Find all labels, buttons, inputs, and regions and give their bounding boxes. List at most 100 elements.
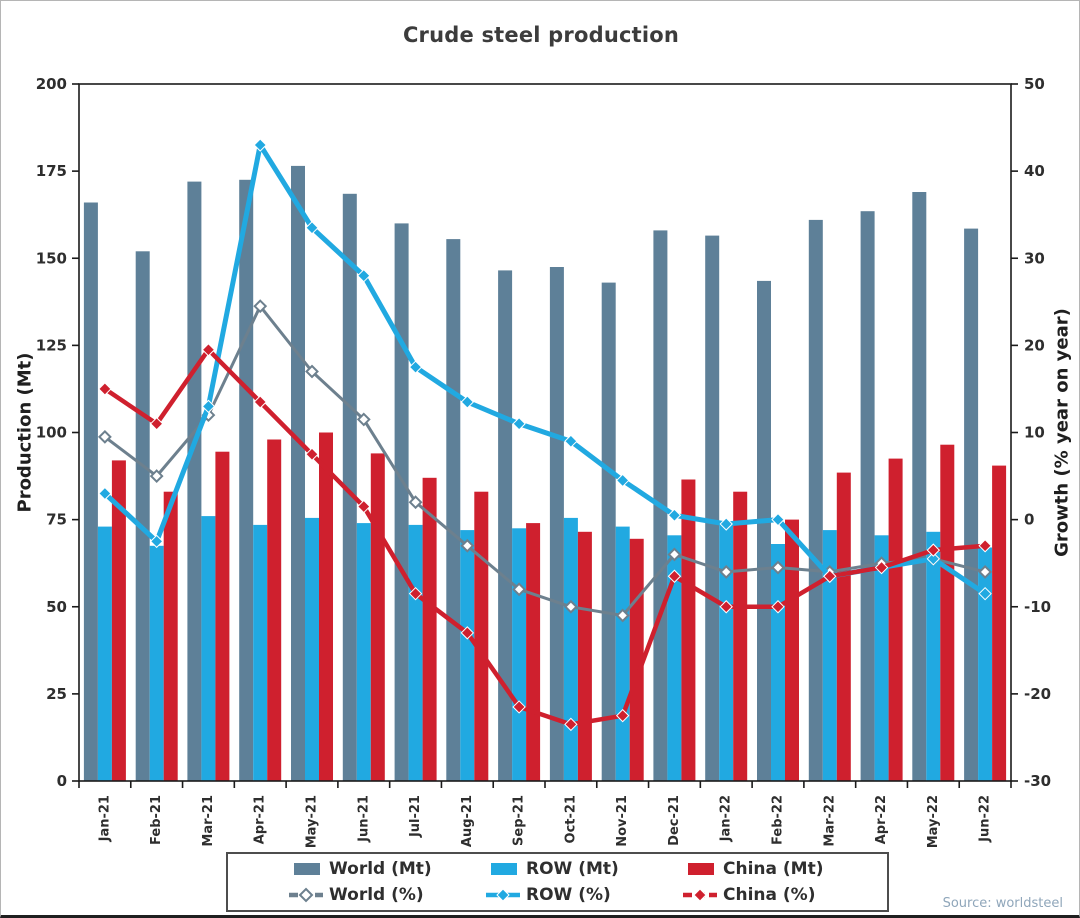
bar: [512, 528, 527, 781]
x-axis-month-label: Jun-21: [356, 795, 371, 843]
row-pct-line-swatch-icon: [485, 887, 521, 903]
bars-0: [83, 165, 979, 782]
bar: [719, 524, 734, 781]
data-point-diamond-icon: [512, 700, 526, 714]
chart-title: Crude steel production: [402, 23, 680, 47]
left-axis-tick-label: 75: [46, 511, 67, 529]
x-axis-month-label: Nov-21: [615, 795, 630, 847]
axis-ticks: [72, 83, 1018, 788]
x-axis-labels: Jan-21 Feb-21 Mar-21 Apr-21 May-21 Jun-21 Jul-…: [97, 795, 992, 848]
bars-2: [111, 432, 1007, 781]
right-axis-tick-label: -30: [1024, 772, 1051, 790]
x-axis-month-label: Jun-22: [978, 795, 993, 843]
right-axis-tick-label: 40: [1024, 162, 1045, 180]
bar: [97, 526, 112, 781]
right-axis-title: Growth (% year on year): [1052, 308, 1073, 557]
data-point-diamond-icon: [771, 600, 785, 614]
x-axis-month-label: Mar-22: [822, 795, 837, 847]
x-axis-month-label: Sep-21: [512, 795, 527, 846]
bar: [215, 451, 230, 781]
right-axis-tick-label: 0: [1024, 511, 1034, 529]
data-point-diamond-icon: [97, 429, 112, 444]
bar: [342, 193, 357, 782]
bar: [912, 192, 927, 781]
bar: [408, 524, 423, 781]
legend-label: China (Mt): [723, 859, 824, 879]
bar: [474, 491, 489, 781]
bar: [836, 472, 851, 781]
data-point-diamond-icon: [201, 343, 216, 357]
right-axis-tick-label: -10: [1024, 598, 1051, 616]
bar: [874, 535, 889, 781]
x-axis-month-label: Aug-21: [460, 795, 475, 847]
data-point-diamond-icon: [408, 495, 423, 510]
bar: [149, 545, 164, 781]
data-point-diamond-icon: [615, 608, 630, 623]
world-pct-line-swatch-icon: [288, 887, 324, 903]
data-point-diamond-icon: [615, 708, 630, 723]
left-axis-tick-label: 25: [46, 685, 67, 703]
bar: [860, 211, 875, 781]
bar: [356, 523, 371, 781]
axis-tick-labels: 0 25 50 75 100 125 150 175 200 -30 -20 -10 0 10 20 30 40…: [36, 75, 1051, 790]
data-point-diamond-icon: [253, 299, 268, 314]
legend-item-china-mt: China (Mt): [682, 859, 823, 879]
bar: [394, 223, 409, 781]
data-point-diamond-icon: [98, 486, 112, 501]
data-point-diamond-icon: [978, 586, 992, 601]
data-point-diamond-icon: [149, 469, 164, 483]
bar: [239, 179, 254, 782]
bar: [822, 530, 837, 781]
bar: [187, 181, 202, 782]
bar: [460, 530, 475, 781]
line-ROW (%): [98, 138, 992, 601]
bar: [267, 439, 282, 781]
bar: [771, 544, 785, 781]
bar: [526, 523, 541, 781]
left-axis-tick-label: 125: [36, 336, 67, 354]
data-point-diamond-icon: [253, 138, 267, 152]
data-point-diamond-icon: [305, 364, 319, 379]
data-point-diamond-icon: [512, 417, 526, 431]
left-axis-tick-label: 175: [36, 162, 67, 180]
data-point-diamond-icon: [771, 560, 785, 575]
bar: [733, 491, 748, 781]
data-point-diamond-icon: [563, 599, 578, 614]
right-axis-tick-label: 20: [1024, 336, 1045, 354]
bar: [253, 524, 268, 781]
bar: [615, 526, 630, 781]
data-point-diamond-icon: [512, 582, 527, 597]
x-axis-month-label: Jan-22: [719, 795, 734, 842]
data-point-diamond-icon: [719, 517, 733, 531]
data-point-diamond-icon: [357, 268, 371, 283]
bar: [305, 517, 319, 781]
data-point-diamond-icon: [149, 534, 164, 549]
data-point-diamond-icon: [460, 626, 475, 640]
bar: [201, 516, 216, 781]
source-note: Source: worldsteel: [942, 896, 1063, 911]
legend-label: World (Mt): [329, 859, 432, 879]
bar: [370, 453, 385, 781]
x-axis-month-label: Jan-21: [97, 795, 112, 842]
data-point-diamond-icon: [305, 447, 319, 461]
legend-item-world-pct: World (%): [288, 885, 424, 905]
right-axis-tick-label: 30: [1024, 249, 1045, 267]
bar: [111, 460, 126, 781]
legend-label: ROW (Mt): [526, 859, 619, 879]
data-point-diamond-icon: [926, 552, 941, 566]
data-point-diamond-icon: [978, 564, 993, 579]
data-point-diamond-icon: [201, 399, 216, 414]
left-axis-tick-label: 0: [57, 772, 67, 790]
data-point-diamond-icon: [408, 360, 423, 374]
data-point-diamond-icon: [667, 569, 682, 583]
data-point-diamond-icon: [357, 499, 371, 514]
x-axis-month-label: Jul-21: [408, 795, 423, 838]
world-mt-bar-swatch-icon: [288, 861, 324, 877]
data-point-diamond-icon: [149, 417, 164, 431]
data-point-diamond-icon: [460, 395, 475, 409]
legend-label: ROW (%): [526, 885, 611, 905]
bar: [601, 282, 616, 781]
bar: [926, 531, 941, 781]
line-China (%): [98, 343, 992, 732]
